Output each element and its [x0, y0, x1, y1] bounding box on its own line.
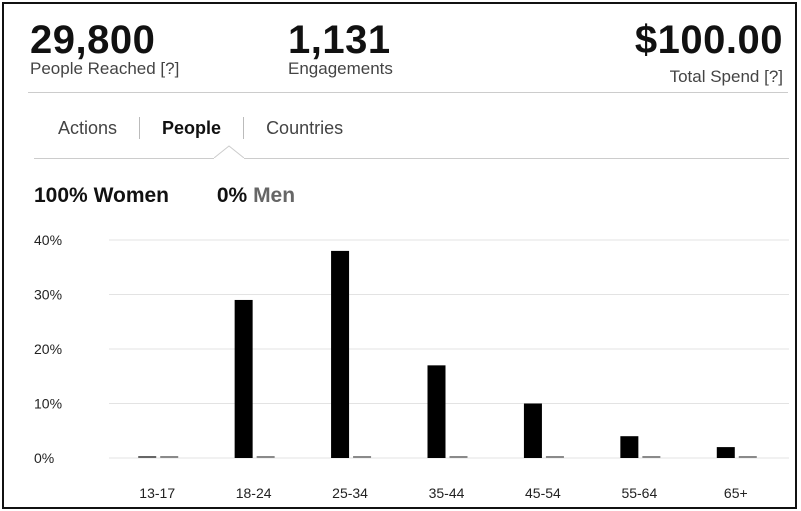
- bar-women-55-64: [620, 436, 639, 458]
- bar-women-18-24: [234, 299, 253, 458]
- bar-men-25-34: [353, 456, 372, 458]
- people-reached-value: 29,800: [30, 18, 156, 62]
- people-reached-label[interactable]: People Reached [?]: [30, 59, 180, 78]
- gender-summary: 100% Women 0% Men: [34, 184, 295, 208]
- total-spend-label[interactable]: Total Spend [?]: [669, 67, 783, 86]
- engagements-label: Engagements: [288, 59, 393, 78]
- bar-men-35-44: [449, 456, 468, 458]
- tab-actions[interactable]: Actions: [58, 117, 118, 138]
- total-spend-value: $100.00: [634, 18, 783, 62]
- men-percent: 0%: [216, 184, 248, 207]
- insight-tabs: Actions People Countries: [58, 114, 343, 142]
- active-tab-caret-icon: [214, 145, 244, 160]
- total-spend-metric: $100.00 Total Spend [?]: [635, 20, 783, 86]
- bar-women-45-54: [523, 403, 542, 458]
- y-tick-label: 30%: [34, 287, 62, 303]
- bar-men-55-64: [642, 456, 661, 458]
- tab-countries[interactable]: Countries: [266, 117, 344, 138]
- bar-men-45-54: [545, 456, 564, 458]
- bar-women-25-34: [331, 250, 350, 458]
- tab-people[interactable]: People: [162, 117, 222, 138]
- bar-men-13-17: [160, 456, 179, 458]
- x-tick-label: 55-64: [621, 485, 657, 501]
- women-percent: 100%: [34, 184, 88, 207]
- women-label: Women: [93, 184, 170, 207]
- y-tick-label: 40%: [34, 232, 62, 248]
- bar-men-18-24: [256, 456, 275, 458]
- tab-separator: [139, 117, 141, 139]
- age-distribution-chart: 0% 10% 20% 30% 40% 13-17 18-24 25-34 35-44 45-54 5…: [34, 232, 789, 501]
- y-tick-label: 0%: [34, 450, 54, 466]
- people-reached-metric: 29,800 People Reached [?]: [30, 20, 179, 78]
- bar-men-65+: [738, 456, 757, 458]
- x-tick-label: 35-44: [429, 485, 465, 501]
- men-label: Men: [253, 184, 296, 207]
- tab-underline: [34, 158, 789, 159]
- bar-women-35-44: [427, 365, 446, 458]
- engagements-metric: 1,131 Engagements: [288, 20, 393, 78]
- x-tick-label: 13-17: [139, 485, 175, 501]
- y-tick-label: 20%: [34, 341, 62, 357]
- divider: [28, 92, 788, 93]
- x-tick-label: 25-34: [332, 485, 368, 501]
- bar-women-13-17: [138, 456, 157, 458]
- x-tick-label: 45-54: [525, 485, 561, 501]
- y-tick-label: 10%: [34, 396, 62, 412]
- engagements-value: 1,131: [288, 18, 391, 62]
- x-tick-label: 65+: [724, 485, 748, 501]
- bar-women-65+: [716, 447, 735, 458]
- x-tick-label: 18-24: [236, 485, 272, 501]
- tab-separator: [243, 117, 245, 139]
